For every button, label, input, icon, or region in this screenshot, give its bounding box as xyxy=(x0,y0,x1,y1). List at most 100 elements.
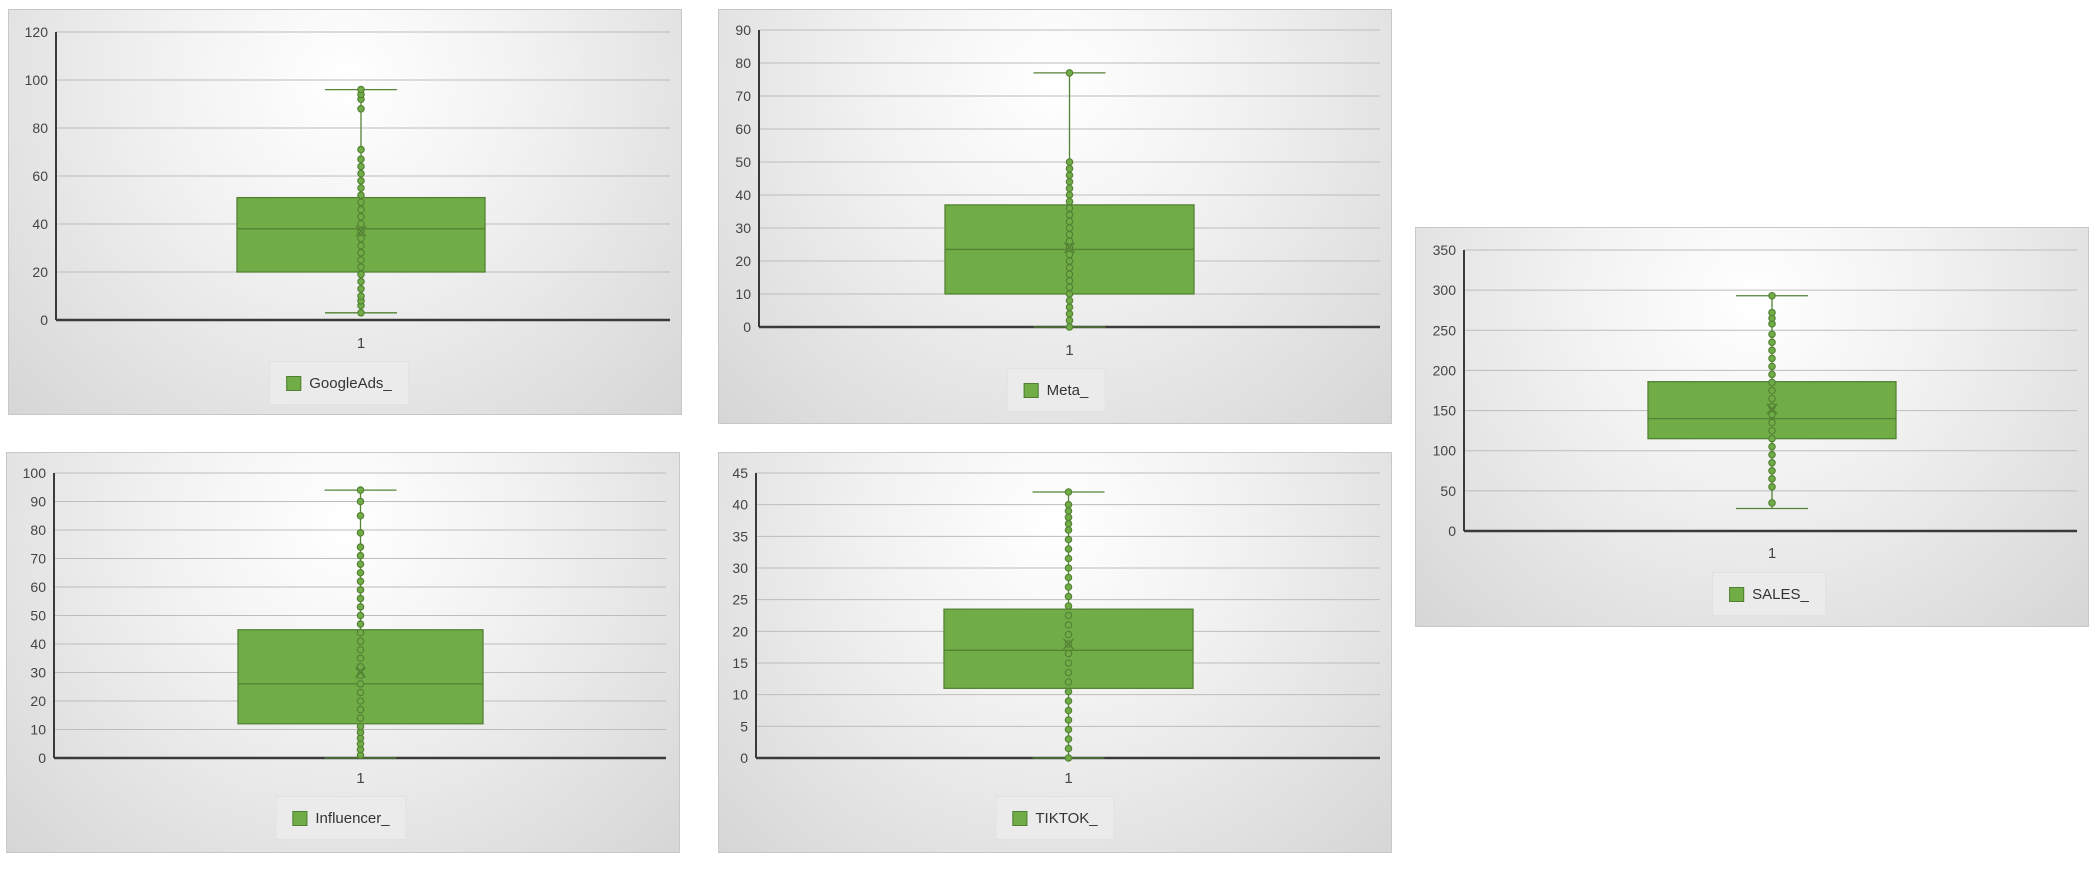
data-point xyxy=(357,284,365,293)
data-point xyxy=(356,511,365,520)
mean-marker-stroke xyxy=(1062,638,1075,650)
data-point xyxy=(1064,611,1073,620)
y-tick-label: 0 xyxy=(743,319,751,335)
data-point xyxy=(356,697,365,705)
x-category-label: 1 xyxy=(1065,342,1073,359)
data-point xyxy=(1065,237,1074,246)
data-point xyxy=(1768,499,1776,507)
chart-sales: 0 50 100 150 200 250 300 350 1 SALES_ xyxy=(1415,227,2089,627)
data-point xyxy=(1064,519,1073,528)
data-point xyxy=(1065,257,1074,265)
data-point xyxy=(356,497,365,506)
data-point xyxy=(356,714,365,722)
y-tick-label: 70 xyxy=(735,88,751,104)
data-point xyxy=(1064,583,1073,591)
data-point xyxy=(1065,323,1074,331)
data-point xyxy=(1064,725,1073,734)
data-point xyxy=(357,220,365,228)
data-point xyxy=(1065,303,1074,312)
y-tick-label: 350 xyxy=(1433,242,1457,258)
data-point xyxy=(1065,69,1074,77)
data-point xyxy=(1768,362,1776,371)
data-point xyxy=(1065,224,1074,232)
legend-swatch xyxy=(286,375,302,391)
sales-plot: 0 50 100 150 200 250 300 350 1 xyxy=(1433,242,2077,562)
data-point xyxy=(1768,378,1776,387)
y-tick-label: 10 xyxy=(732,687,748,703)
y-tick-label: 0 xyxy=(1448,523,1456,539)
data-point xyxy=(1064,545,1073,553)
data-point xyxy=(1065,230,1074,239)
influencer-legend: Influencer_ xyxy=(275,796,407,840)
data-point xyxy=(1064,668,1073,677)
y-tick-label: 100 xyxy=(23,465,47,481)
data-point xyxy=(1065,283,1074,292)
y-tick-label: 20 xyxy=(30,693,46,709)
data-point xyxy=(1064,488,1073,496)
y-tick-label: 100 xyxy=(25,72,49,88)
y-tick-label: 5 xyxy=(740,718,748,734)
box-iqr xyxy=(943,608,1194,689)
meta-legend-label: Meta_ xyxy=(1046,381,1089,399)
data-point xyxy=(357,256,365,264)
tiktok-plot: 0 5 10 15 20 25 30 35 40 45 1 xyxy=(732,465,1380,787)
y-tick-label: 150 xyxy=(1433,403,1457,419)
data-point xyxy=(1064,744,1073,753)
data-point xyxy=(1768,308,1776,317)
data-point xyxy=(357,249,365,257)
data-point xyxy=(1065,290,1074,298)
y-tick-label: 60 xyxy=(30,579,46,595)
chart-meta: 0 10 20 30 40 50 60 70 80 90 1 Meta_ xyxy=(718,9,1392,424)
data-point xyxy=(1768,475,1776,483)
y-tick-label: 50 xyxy=(30,608,46,624)
data-point xyxy=(1065,296,1074,305)
data-point xyxy=(1064,735,1073,743)
data-point xyxy=(357,205,365,214)
y-tick-label: 40 xyxy=(735,187,751,203)
data-point xyxy=(356,688,365,697)
data-point xyxy=(1768,354,1776,363)
y-tick-label: 120 xyxy=(25,24,49,40)
data-point xyxy=(1064,507,1073,515)
data-point xyxy=(356,663,365,671)
data-point xyxy=(357,234,365,243)
tiktok-legend: TIKTOK_ xyxy=(995,796,1115,840)
data-point xyxy=(1768,426,1776,435)
y-tick-label: 90 xyxy=(30,494,46,510)
data-point xyxy=(1768,410,1776,419)
chart-googleads: 0 20 40 60 80 100 120 1 GoogleAds_ xyxy=(8,9,682,415)
data-point xyxy=(1064,687,1073,696)
data-point xyxy=(1064,526,1073,534)
data-point xyxy=(356,680,365,688)
data-point xyxy=(1768,458,1776,467)
y-tick-label: 0 xyxy=(740,750,748,766)
data-point xyxy=(1768,394,1776,403)
data-point xyxy=(1065,164,1074,173)
y-tick-label: 30 xyxy=(30,665,46,681)
y-tick-label: 50 xyxy=(735,154,751,170)
data-point xyxy=(1768,330,1776,339)
googleads-legend-label: GoogleAds_ xyxy=(309,374,392,392)
data-point xyxy=(1065,178,1074,186)
mean-marker xyxy=(354,666,367,679)
data-point xyxy=(1064,592,1073,601)
data-point xyxy=(1064,678,1073,686)
data-point xyxy=(1768,418,1776,427)
y-tick-label: 90 xyxy=(735,22,751,38)
data-point xyxy=(356,486,365,494)
data-point xyxy=(356,551,365,560)
data-point xyxy=(357,145,365,154)
data-point xyxy=(1768,442,1776,451)
data-point xyxy=(1064,564,1073,572)
data-point xyxy=(357,241,365,250)
chart-tiktok: 0 5 10 15 20 25 30 35 40 45 1 TIKTOK_ xyxy=(718,452,1392,853)
googleads-legend: GoogleAds_ xyxy=(269,361,409,405)
y-tick-label: 40 xyxy=(732,497,748,513)
data-point xyxy=(357,263,365,272)
data-point xyxy=(1065,204,1074,213)
data-point xyxy=(1064,513,1073,522)
data-point xyxy=(357,177,365,185)
data-point xyxy=(1064,554,1073,563)
data-point xyxy=(356,529,365,537)
y-tick-label: 35 xyxy=(732,528,748,544)
